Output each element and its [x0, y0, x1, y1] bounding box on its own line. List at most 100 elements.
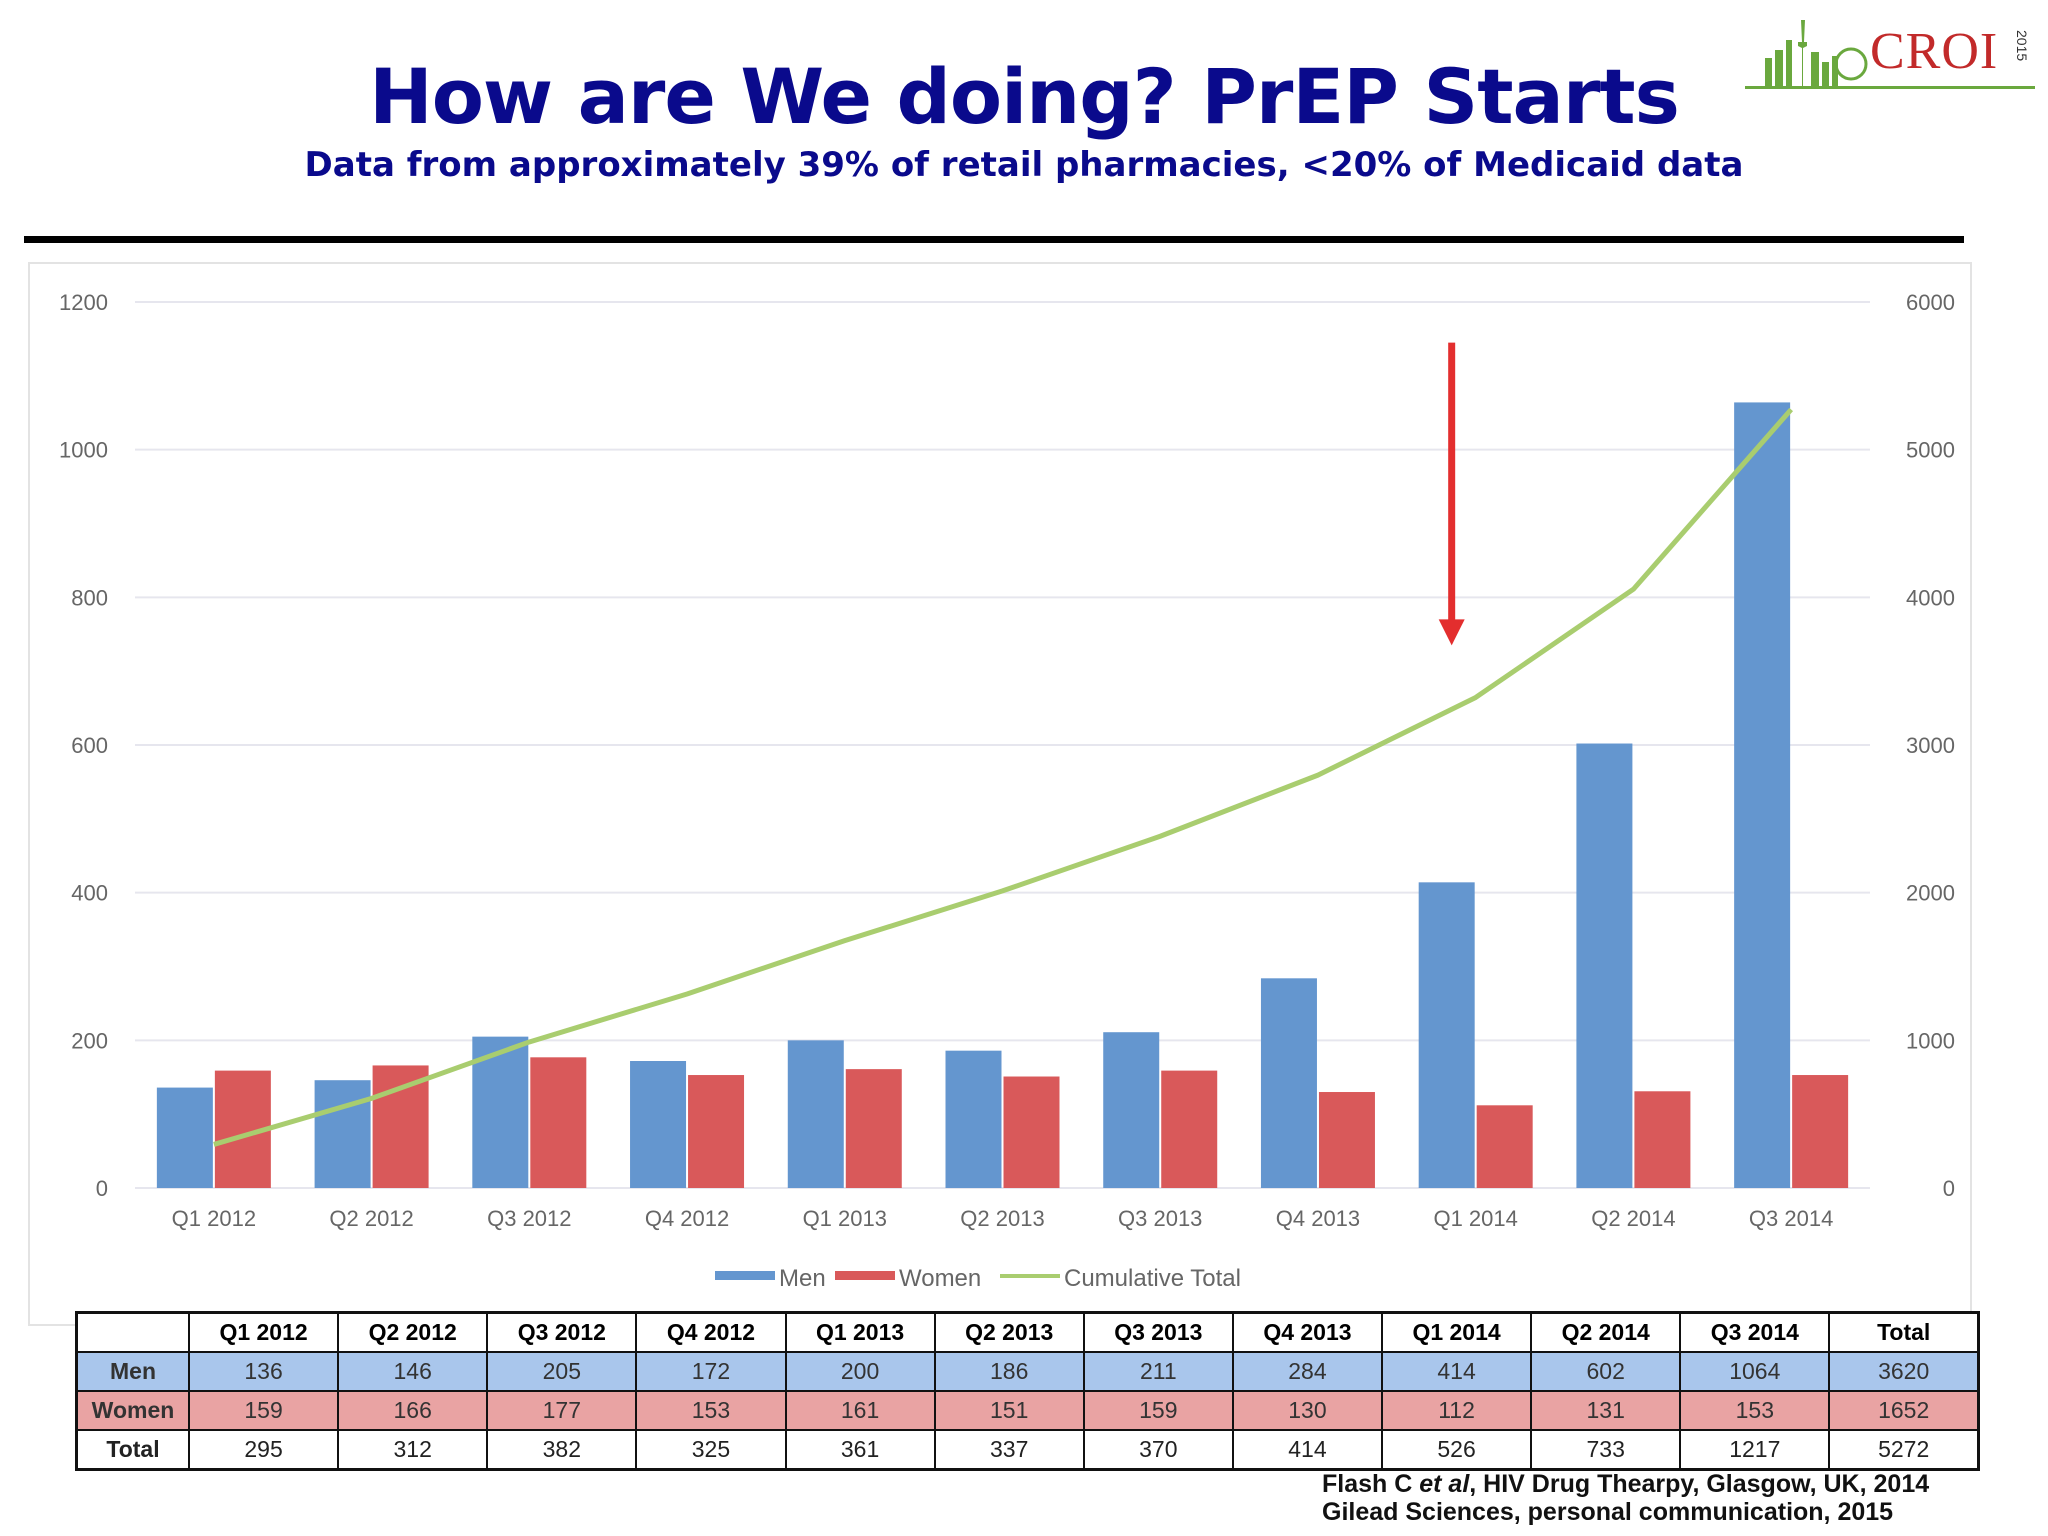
table-header-cell: Q1 2012	[187, 1311, 340, 1353]
bar-women	[1634, 1091, 1691, 1188]
table-row: Women 159 166 177 153 161 151 159 130 112 131 153 16…	[75, 1390, 1980, 1431]
y-right-tick-label: 3000	[1906, 733, 1955, 758]
bar-women	[1161, 1070, 1218, 1188]
table-cell: 177	[486, 1390, 638, 1431]
legend-label: Men	[779, 1265, 826, 1292]
y-right-tick-label: 4000	[1906, 585, 1955, 610]
x-tick-label: Q1 2014	[1433, 1206, 1517, 1231]
table-cell: 153	[1679, 1390, 1831, 1431]
slide-title: How are We doing? PrEP Starts	[369, 52, 1680, 141]
table-header-cell: Q2 2012	[337, 1311, 489, 1353]
table-header-corner	[75, 1311, 190, 1353]
table-cell: 159	[187, 1390, 340, 1431]
table-cell: 1652	[1828, 1390, 1980, 1431]
x-tick-label: Q3 2014	[1749, 1206, 1833, 1231]
bar-men	[472, 1036, 529, 1188]
table-cell: 166	[337, 1390, 489, 1431]
table-cell: 151	[933, 1390, 1085, 1431]
annotation-arrow-head	[1438, 619, 1465, 646]
legend-label: Cumulative Total	[1064, 1265, 1241, 1292]
bar-men	[630, 1061, 687, 1188]
bar-men	[156, 1087, 213, 1188]
table-cell: 130	[1231, 1390, 1384, 1431]
y-right-tick-label: 2000	[1906, 881, 1955, 906]
table-cell: 161	[784, 1390, 936, 1431]
table-header-cell: Q4 2012	[635, 1311, 787, 1353]
table-cell: 284	[1231, 1351, 1384, 1392]
y-left-tick-label: 1000	[59, 438, 108, 463]
table-header-cell: Q2 2013	[933, 1311, 1085, 1353]
table-cell: 1217	[1679, 1429, 1831, 1471]
table-cell: 414	[1231, 1429, 1384, 1471]
table-cell: 153	[635, 1390, 787, 1431]
table-cell: 526	[1380, 1429, 1533, 1471]
table-cell: 146	[337, 1351, 489, 1392]
x-tick-label: Q3 2013	[1118, 1206, 1202, 1231]
x-tick-label: Q4 2013	[1276, 1206, 1360, 1231]
citation-author: Flash C	[1322, 1470, 1420, 1498]
bar-men	[1734, 402, 1791, 1188]
data-table: Q1 2012 Q2 2012 Q3 2012 Q4 2012 Q1 2013 Q2 20…	[75, 1311, 1980, 1471]
table-header-cell: Q3 2014	[1679, 1311, 1831, 1353]
table-cell: 172	[635, 1351, 787, 1392]
table-header-cell: Q3 2013	[1082, 1311, 1234, 1353]
table-cell: 295	[187, 1429, 340, 1471]
citation-line-1: Flash C et al, HIV Drug Thearpy, Glasgow…	[1322, 1470, 2022, 1498]
bar-women	[1476, 1105, 1533, 1188]
table-header-cell: Q1 2013	[784, 1311, 936, 1353]
table-row: Total 295 312 382 325 361 337 370 414 526 733 1217 5…	[75, 1429, 1980, 1471]
table-cell: 112	[1380, 1390, 1533, 1431]
bar-women	[1003, 1076, 1060, 1188]
y-left-tick-label: 600	[71, 733, 108, 758]
bar-men	[787, 1040, 844, 1188]
table-cell: 1064	[1679, 1351, 1831, 1392]
chart-frame: 0 200 400 600 800 1000 1200 0 1000 2000 3000 4000 50…	[28, 262, 1972, 1326]
table-cell: 131	[1530, 1390, 1682, 1431]
citation-footnote: Flash C et al, HIV Drug Thearpy, Glasgow…	[1322, 1470, 2022, 1526]
bar-men	[1103, 1032, 1160, 1188]
table-row-label: Women	[75, 1390, 190, 1431]
y-right-tick-label: 5000	[1906, 438, 1955, 463]
prep-starts-chart: 0 200 400 600 800 1000 1200 0 1000 2000 3000 4000 50…	[59, 290, 1955, 1292]
x-tick-label: Q1 2013	[803, 1206, 887, 1231]
table-header-cell: Q3 2012	[486, 1311, 638, 1353]
table-cell: 325	[635, 1429, 787, 1471]
table-cell: 370	[1082, 1429, 1234, 1471]
table-cell: 200	[784, 1351, 936, 1392]
table-cell: 337	[933, 1429, 1085, 1471]
y-left-tick-label: 400	[71, 881, 108, 906]
table-cell: 186	[933, 1351, 1085, 1392]
y-left-tick-label: 200	[71, 1028, 108, 1053]
table-cell: 159	[1082, 1390, 1234, 1431]
bar-women	[530, 1057, 587, 1188]
bar-men	[1260, 978, 1317, 1188]
citation-venue: , HIV Drug Thearpy, Glasgow, UK, 2014	[1469, 1470, 1930, 1498]
table-cell: 205	[486, 1351, 638, 1392]
bar-women	[1318, 1092, 1375, 1188]
table-cell: 312	[337, 1429, 489, 1471]
table-cell: 5272	[1828, 1429, 1980, 1471]
table-header-row: Q1 2012 Q2 2012 Q3 2012 Q4 2012 Q1 2013 Q2 20…	[75, 1311, 1980, 1353]
bar-men	[1418, 882, 1475, 1188]
table-cell: 3620	[1828, 1351, 1980, 1392]
bar-men	[945, 1050, 1002, 1188]
y-left-tick-label: 1200	[59, 290, 108, 315]
x-tick-label: Q3 2012	[487, 1206, 571, 1231]
x-tick-label: Q2 2012	[329, 1206, 413, 1231]
table-header-cell: Total	[1828, 1311, 1980, 1353]
bar-women	[845, 1069, 902, 1188]
table-row-label: Total	[75, 1429, 190, 1471]
table-row-label: Men	[75, 1351, 190, 1392]
bar-women	[688, 1075, 745, 1188]
cumulative-total-line	[213, 407, 1794, 1147]
legend-swatch-women	[835, 1271, 895, 1280]
x-tick-label: Q2 2014	[1591, 1206, 1675, 1231]
legend-swatch-men	[715, 1271, 775, 1280]
table-cell: 382	[486, 1429, 638, 1471]
y-left-tick-label: 0	[96, 1176, 108, 1201]
bar-men	[1576, 743, 1633, 1188]
legend: Men Women Cumulative Total	[715, 1265, 1241, 1292]
x-tick-label: Q2 2013	[960, 1206, 1044, 1231]
legend-label: Women	[899, 1265, 981, 1292]
x-tick-label: Q4 2012	[645, 1206, 729, 1231]
